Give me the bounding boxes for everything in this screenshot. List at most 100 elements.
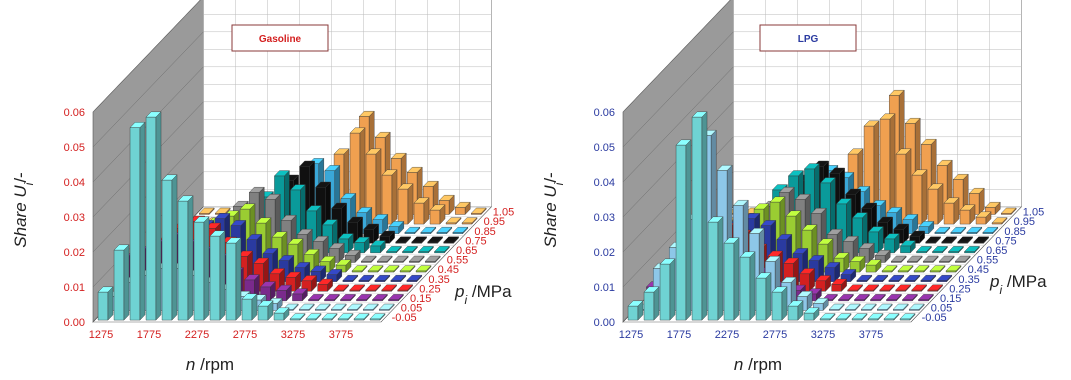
bar-top	[901, 294, 918, 300]
bar-top	[886, 207, 903, 213]
bar-top	[253, 257, 270, 264]
bar	[853, 293, 870, 302]
z-tick-label: 1.05	[493, 207, 514, 219]
bar	[379, 230, 396, 244]
bar-top	[748, 227, 765, 234]
bar-top	[929, 265, 946, 272]
bar-top	[874, 249, 891, 256]
bar	[957, 236, 974, 244]
bar	[863, 120, 880, 225]
bar	[390, 274, 407, 283]
bar-top	[876, 303, 893, 310]
bar-top	[383, 265, 400, 272]
bar-top	[314, 303, 331, 310]
bar-top	[390, 275, 407, 281]
bar-top	[113, 244, 130, 251]
bar-top	[803, 307, 820, 314]
bar	[321, 313, 338, 321]
bar	[860, 303, 877, 311]
bar-top	[429, 204, 446, 211]
bar-top	[877, 216, 894, 223]
bar	[307, 293, 324, 302]
bar-top	[145, 111, 162, 118]
z-tick-label: 0.25	[949, 283, 970, 295]
bar-top	[808, 255, 825, 261]
bar-top	[321, 313, 338, 320]
y-tick-label: 0.04	[594, 177, 615, 189]
bar	[381, 169, 398, 225]
bar-top	[890, 255, 907, 262]
bar	[362, 303, 379, 311]
bar	[844, 303, 861, 311]
bar-top	[950, 226, 967, 233]
bar	[367, 265, 384, 273]
x-tick-label: 2275	[715, 329, 739, 341]
bar	[908, 303, 925, 311]
y-tick-label: 0.01	[64, 282, 85, 294]
bar	[856, 274, 873, 283]
bar-top	[915, 246, 932, 252]
bar-front	[643, 291, 655, 321]
bar-top	[952, 173, 969, 180]
bar-side	[107, 286, 114, 321]
bar-top	[867, 313, 884, 320]
z-tick-label: 0.85	[474, 226, 495, 238]
bar-top	[129, 122, 146, 128]
z-axis: -0.050.050.150.250.350.450.550.650.750.8…	[922, 207, 1045, 325]
bar	[1000, 207, 1017, 215]
bar-top	[161, 174, 178, 181]
bar-front	[803, 312, 815, 321]
bar-front	[413, 202, 425, 225]
bar-top	[982, 226, 999, 233]
bar-top	[335, 259, 352, 266]
bar-top	[209, 230, 226, 237]
z-tick-label: 0.35	[428, 274, 449, 286]
bar-top	[278, 255, 295, 261]
bar	[835, 313, 852, 321]
bar-top	[385, 246, 402, 252]
bar-front	[129, 127, 141, 321]
bar-top	[230, 220, 247, 226]
z-tick-label: 0.05	[931, 303, 952, 315]
bar	[920, 274, 937, 283]
bar	[739, 251, 756, 321]
bar	[241, 293, 258, 321]
bar	[417, 245, 434, 254]
grid-line	[622, 66, 734, 183]
bar-top	[342, 275, 359, 281]
bar	[273, 307, 290, 321]
bar-top	[363, 223, 380, 230]
bar	[895, 284, 912, 292]
bar-top	[443, 236, 460, 243]
bar	[885, 293, 902, 302]
bar-top	[917, 294, 934, 300]
bar	[911, 169, 928, 225]
bar	[420, 226, 437, 235]
bar-top	[365, 284, 382, 291]
bar-top	[835, 198, 852, 205]
bar	[445, 217, 462, 225]
y-tick-label: 0.03	[594, 212, 615, 224]
gasoline-chart-panel: 0.00 0.01 0.02 0.03 0.04 0.05 0.06 1275 1775 2275…	[11, 0, 514, 374]
bar	[899, 313, 916, 321]
bar	[876, 303, 893, 311]
bar	[369, 313, 386, 321]
bar-top	[374, 275, 391, 281]
bar-side	[155, 111, 162, 321]
bar-side	[375, 148, 382, 225]
bar	[941, 236, 958, 244]
bar-top	[259, 281, 276, 288]
bar-top	[347, 216, 364, 223]
bar-top	[337, 313, 354, 320]
bar	[337, 313, 354, 321]
z-axis-title-sub: i	[999, 283, 1002, 297]
bar-top	[307, 294, 324, 300]
bar-top	[904, 275, 921, 281]
bar-top	[310, 265, 327, 272]
y-axis-title: Share Ui/-	[11, 172, 36, 247]
bar-top	[360, 255, 377, 262]
bar	[936, 274, 953, 283]
bar	[954, 255, 971, 263]
bar	[395, 236, 412, 244]
